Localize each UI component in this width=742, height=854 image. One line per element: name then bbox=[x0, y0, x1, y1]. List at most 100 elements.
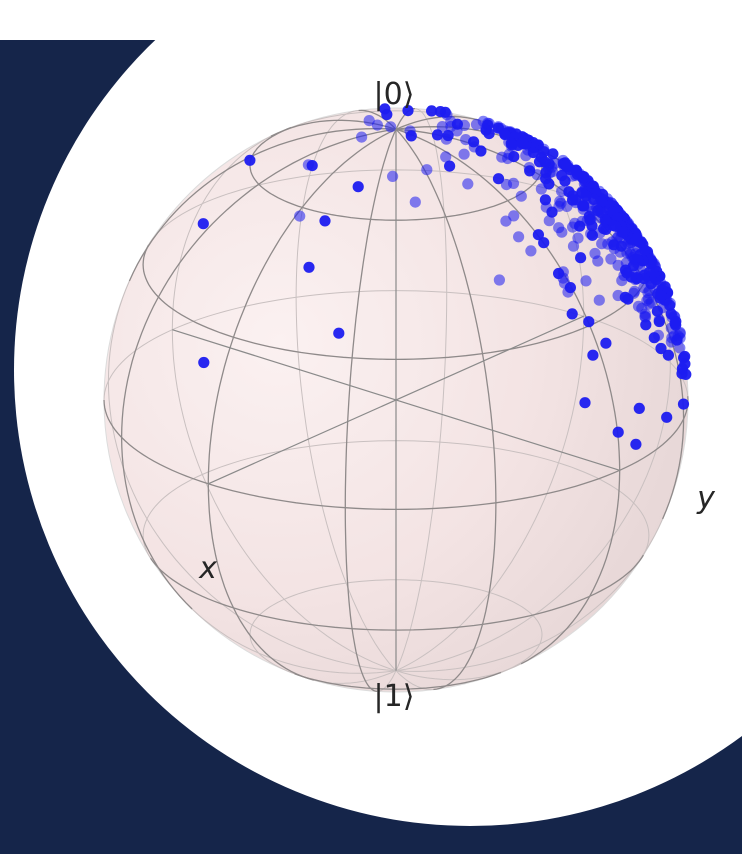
state-point bbox=[608, 239, 620, 251]
state-point bbox=[575, 252, 587, 264]
longitude-line bbox=[295, 297, 434, 691]
state-point bbox=[442, 129, 454, 142]
state-point bbox=[431, 129, 444, 141]
longitude-line bbox=[344, 107, 416, 693]
state-point bbox=[630, 438, 642, 450]
longitude-line bbox=[520, 470, 621, 665]
state-point bbox=[543, 178, 555, 190]
state-point bbox=[525, 245, 537, 257]
state-point bbox=[451, 118, 463, 130]
state-point bbox=[589, 247, 601, 260]
state-point bbox=[619, 291, 631, 303]
state-point bbox=[621, 267, 633, 279]
longitude-line bbox=[376, 292, 448, 692]
state-point bbox=[553, 267, 565, 280]
state-point bbox=[651, 305, 664, 317]
state-point bbox=[639, 308, 651, 320]
state-point bbox=[547, 148, 559, 160]
longitude-line bbox=[191, 362, 671, 674]
state-point bbox=[645, 296, 658, 308]
longitude-line bbox=[207, 115, 479, 681]
state-point bbox=[640, 319, 652, 331]
state-point bbox=[434, 106, 446, 118]
state-point bbox=[352, 181, 364, 193]
state-point bbox=[244, 154, 256, 166]
state-point bbox=[567, 194, 579, 206]
state-point bbox=[665, 308, 677, 320]
state-point bbox=[633, 402, 645, 414]
state-point bbox=[356, 131, 368, 143]
state-point bbox=[402, 105, 414, 117]
longitude-line bbox=[171, 135, 522, 681]
longitude-line bbox=[662, 418, 685, 520]
state-point bbox=[468, 136, 480, 148]
state-point bbox=[319, 215, 331, 227]
longitude-line bbox=[313, 316, 585, 684]
state-point bbox=[532, 229, 545, 241]
state-point bbox=[381, 108, 393, 121]
y-axis-label: y bbox=[696, 481, 716, 516]
state-point bbox=[583, 316, 595, 328]
state-point bbox=[492, 173, 505, 185]
state-point bbox=[507, 177, 520, 189]
state-point bbox=[612, 426, 624, 438]
state-point bbox=[661, 411, 673, 423]
state-point bbox=[363, 115, 375, 127]
latitude-line bbox=[294, 671, 502, 690]
state-point bbox=[409, 196, 421, 208]
state-point bbox=[405, 130, 417, 142]
state-point bbox=[564, 163, 576, 176]
state-point bbox=[462, 178, 474, 190]
state-point bbox=[669, 317, 681, 329]
latitude-line bbox=[142, 244, 590, 361]
state-point bbox=[524, 165, 536, 177]
state-point bbox=[506, 139, 518, 151]
latitude-line bbox=[589, 554, 644, 597]
latitude-line bbox=[249, 126, 509, 221]
state-point bbox=[592, 205, 604, 217]
state-point bbox=[587, 349, 599, 361]
latitude-line bbox=[142, 440, 650, 559]
state-point bbox=[566, 308, 578, 320]
state-point bbox=[333, 327, 345, 339]
state-point bbox=[197, 218, 209, 230]
state-point bbox=[593, 294, 605, 306]
latitude-line bbox=[619, 396, 689, 471]
state-point bbox=[513, 231, 525, 243]
north-pole-label: |0⟩ bbox=[374, 77, 415, 112]
state-point bbox=[678, 352, 690, 364]
axes-lines bbox=[172, 129, 620, 671]
state-point bbox=[436, 121, 448, 133]
state-point bbox=[653, 315, 665, 328]
longitude-line bbox=[358, 109, 497, 691]
state-point bbox=[652, 288, 664, 300]
state-point bbox=[371, 119, 383, 131]
state-point bbox=[671, 334, 683, 346]
state-point bbox=[483, 128, 495, 140]
state-point bbox=[579, 397, 591, 409]
state-point bbox=[677, 398, 690, 410]
state-point bbox=[596, 196, 608, 208]
state-point bbox=[475, 145, 487, 157]
state-point bbox=[426, 105, 438, 117]
state-point bbox=[527, 146, 539, 159]
state-point bbox=[574, 220, 586, 232]
state-point bbox=[493, 274, 505, 286]
latitude-line bbox=[103, 399, 620, 511]
state-point bbox=[572, 232, 584, 244]
state-point bbox=[508, 210, 520, 222]
state-point bbox=[586, 229, 599, 241]
state-point bbox=[605, 253, 617, 265]
state-point bbox=[198, 356, 210, 369]
state-point bbox=[580, 275, 592, 287]
state-points bbox=[197, 103, 692, 450]
state-point bbox=[629, 285, 641, 297]
state-point bbox=[533, 156, 546, 168]
south-pole-label: |1⟩ bbox=[374, 679, 415, 714]
state-point bbox=[515, 190, 527, 202]
state-point bbox=[508, 151, 520, 163]
longitude-line bbox=[107, 280, 664, 672]
state-point bbox=[662, 349, 675, 361]
state-point bbox=[421, 164, 433, 176]
